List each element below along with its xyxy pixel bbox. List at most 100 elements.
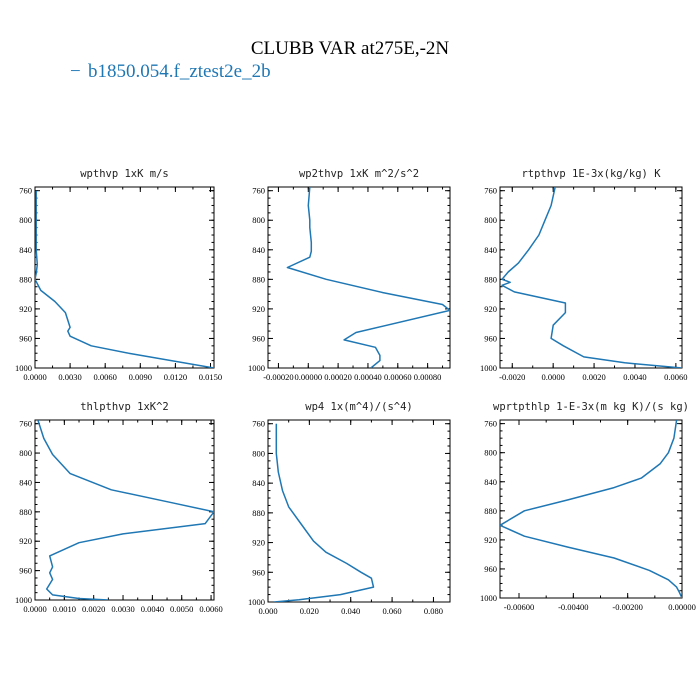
- y-tick-label: 880: [252, 274, 265, 284]
- y-tick-label: 800: [252, 215, 265, 225]
- y-tick-label: 960: [252, 333, 265, 343]
- y-tick-label: 760: [484, 419, 497, 429]
- x-tick-label: 0.0060: [94, 372, 117, 382]
- x-tick-label: -0.00400: [558, 602, 588, 612]
- y-tick-label: 880: [484, 506, 497, 516]
- x-tick-label: 0.0150: [199, 372, 222, 382]
- y-tick-label: 840: [252, 478, 265, 488]
- x-tick-label: 0.040: [341, 606, 360, 616]
- panel-title: wp2thvp 1xK m^2/s^2: [299, 168, 419, 180]
- legend-label: b1850.054.f_ztest2e_2b: [88, 61, 271, 82]
- y-tick-label: 840: [484, 477, 497, 487]
- x-tick-label: 0.0000: [23, 372, 46, 382]
- y-tick-label: 760: [252, 419, 265, 429]
- plot-frame: [34, 186, 215, 369]
- plot-frame: [267, 186, 451, 369]
- panel-2: wp2thvp 1xK m^2/s^2 760 800 840 880 920 960 100…: [248, 168, 451, 382]
- panel-title: thlpthvp 1xK^2: [80, 401, 169, 413]
- y-tick-label: 1000: [15, 595, 32, 605]
- y-tick-label: 1000: [480, 593, 497, 603]
- panel-5: wp4 1x(m^4)/(s^4)76080084088092096010000…: [248, 401, 451, 616]
- x-tick-label: 0.00080: [414, 372, 442, 382]
- y-tick-label: 960: [252, 567, 265, 577]
- y-tick-label: 920: [19, 536, 32, 546]
- x-tick-label: 0.00020: [324, 372, 352, 382]
- y-tick-label: 760: [252, 186, 265, 196]
- y-tick-label: 1000: [248, 597, 265, 607]
- x-tick-label: 0.0040: [623, 372, 646, 382]
- series-line: [286, 187, 450, 368]
- x-tick-label: 0.0040: [141, 604, 164, 614]
- plot-frame: [499, 419, 683, 599]
- y-tick-label: 880: [484, 274, 497, 284]
- y-tick-label: 840: [484, 245, 497, 255]
- x-tick-label: 0.0000: [541, 372, 564, 382]
- series-line: [37, 420, 214, 600]
- y-tick-label: 1000: [15, 363, 32, 373]
- y-tick-label: 880: [252, 508, 265, 518]
- y-tick-label: 800: [484, 215, 497, 225]
- x-tick-label: 0.00000: [294, 372, 322, 382]
- y-tick-label: 1000: [480, 363, 497, 373]
- series-line: [35, 190, 214, 368]
- y-tick-label: 920: [252, 304, 265, 314]
- plot-frame: [499, 186, 683, 369]
- y-tick-label: 920: [484, 535, 497, 545]
- y-tick-label: 760: [484, 186, 497, 196]
- x-tick-label: -0.00600: [504, 602, 534, 612]
- series-line: [500, 420, 682, 598]
- panel-3: rtpthvp 1E-3x(kg/kg) K 760 800 840 880 920 960…: [480, 168, 688, 382]
- y-tick-label: 920: [252, 538, 265, 548]
- x-tick-label: 0.000: [258, 606, 277, 616]
- x-tick-label: -0.00020: [263, 372, 293, 382]
- y-tick-label: 920: [484, 304, 497, 314]
- panels: wpthvp 1xK m/s76080084088092096010000.00…: [15, 168, 696, 616]
- panel-4: thlpthvp 1xK^276080084088092096010000.00…: [15, 401, 223, 614]
- x-tick-label: 0.0050: [170, 604, 193, 614]
- x-tick-label: 0.0020: [582, 372, 605, 382]
- y-tick-label: 960: [484, 333, 497, 343]
- x-tick-label: 0.0030: [58, 372, 81, 382]
- y-tick-label: 840: [19, 245, 32, 255]
- y-tick-label: 1000: [248, 363, 265, 373]
- panel-title: rtpthvp 1E-3x(kg/kg) K: [521, 168, 661, 180]
- y-tick-label: 840: [252, 245, 265, 255]
- x-tick-label: 0.060: [383, 606, 402, 616]
- legend: − b1850.054.f_ztest2e_2b: [70, 61, 271, 82]
- x-tick-label: 0.0120: [164, 372, 187, 382]
- y-tick-label: 880: [19, 274, 32, 284]
- panel-title: wpthvp 1xK m/s: [80, 168, 169, 180]
- plot-frame: [267, 419, 451, 603]
- y-tick-label: 800: [252, 448, 265, 458]
- x-tick-label: 0.0020: [82, 604, 105, 614]
- x-tick-label: 0.0060: [199, 604, 222, 614]
- x-tick-label: -0.00200: [612, 602, 642, 612]
- x-tick-label: 0.0090: [129, 372, 152, 382]
- y-tick-label: 760: [19, 419, 32, 429]
- series-line: [501, 187, 682, 368]
- y-tick-label: 960: [19, 333, 32, 343]
- legend-line: −: [70, 61, 81, 82]
- panel-1: wpthvp 1xK m/s76080084088092096010000.00…: [15, 168, 222, 382]
- figure-title: CLUBB VAR at275E,-2N: [251, 38, 450, 59]
- x-tick-label: 0.0000: [23, 604, 46, 614]
- series-line: [274, 423, 375, 602]
- y-tick-label: 880: [19, 507, 32, 517]
- y-tick-label: 800: [19, 448, 32, 458]
- x-tick-label: -0.0020: [499, 372, 525, 382]
- x-tick-label: 0.00000: [668, 602, 696, 612]
- y-tick-label: 760: [19, 186, 32, 196]
- y-tick-label: 920: [19, 304, 32, 314]
- x-tick-label: 0.020: [300, 606, 319, 616]
- x-tick-label: 0.00060: [384, 372, 412, 382]
- panel-title: wp4 1x(m^4)/(s^4): [305, 401, 412, 413]
- y-tick-label: 800: [19, 215, 32, 225]
- y-tick-label: 960: [19, 566, 32, 576]
- y-tick-label: 800: [484, 448, 497, 458]
- y-tick-label: 960: [484, 564, 497, 574]
- x-tick-label: 0.0010: [53, 604, 76, 614]
- x-tick-label: 0.0030: [111, 604, 134, 614]
- x-tick-label: 0.080: [424, 606, 443, 616]
- x-tick-label: 0.00040: [354, 372, 382, 382]
